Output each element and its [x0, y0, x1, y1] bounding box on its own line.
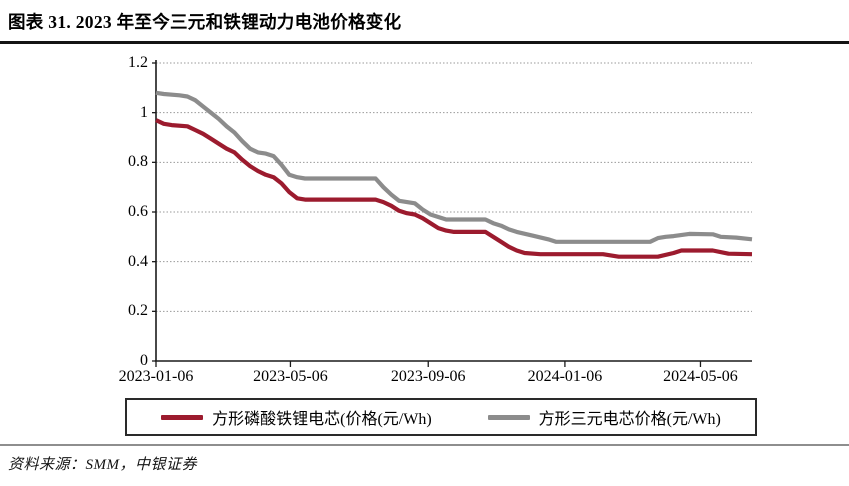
series-line-0: [155, 90, 753, 244]
axes: [152, 60, 752, 367]
y-tick-label: 0.8: [128, 153, 148, 171]
x-tick-label: 2023-01-06: [118, 368, 194, 385]
series-line-1: [155, 118, 753, 259]
legend-label-ternary: 方形三元电芯价格(元/Wh): [538, 411, 721, 428]
y-tick-label: 0.2: [128, 302, 148, 320]
lfp-line-swatch: [161, 414, 204, 420]
y-tick-label: 0: [140, 352, 148, 369]
x-tick-label: 2024-05-06: [663, 368, 738, 385]
x-tick-label: 2024-01-06: [527, 368, 603, 385]
x-tick-label: 2023-05-06: [253, 368, 328, 385]
figure-header: 图表 31. 2023 年至今三元和铁锂动力电池价格变化: [0, 0, 849, 44]
y-tick-label: 1: [140, 103, 148, 121]
footer-divider: [0, 444, 849, 446]
legend-item-ternary: 方形三元电芯价格(元/Wh): [487, 405, 721, 429]
x-tick-label: 2023-09-06: [390, 368, 466, 385]
series-lines: [155, 90, 753, 259]
ternary-line-swatch: [487, 414, 530, 420]
chart-legend: 方形磷酸铁锂电芯(价格(元/Wh) 方形三元电芯价格(元/Wh): [125, 398, 757, 436]
gridlines: [156, 62, 752, 312]
y-tick-label: 0.6: [128, 203, 148, 220]
legend-label-lfp: 方形磷酸铁锂电芯(价格(元/Wh): [212, 411, 432, 428]
y-tick-label: 1.2: [128, 54, 148, 71]
source-note: 资料来源：SMM，中银证券: [8, 457, 197, 473]
y-tick-label: 0.4: [128, 252, 148, 270]
figure-title: 图表 31. 2023 年至今三元和铁锂动力电池价格变化: [8, 12, 402, 32]
legend-item-lfp: 方形磷酸铁锂电芯(价格(元/Wh): [161, 405, 432, 429]
